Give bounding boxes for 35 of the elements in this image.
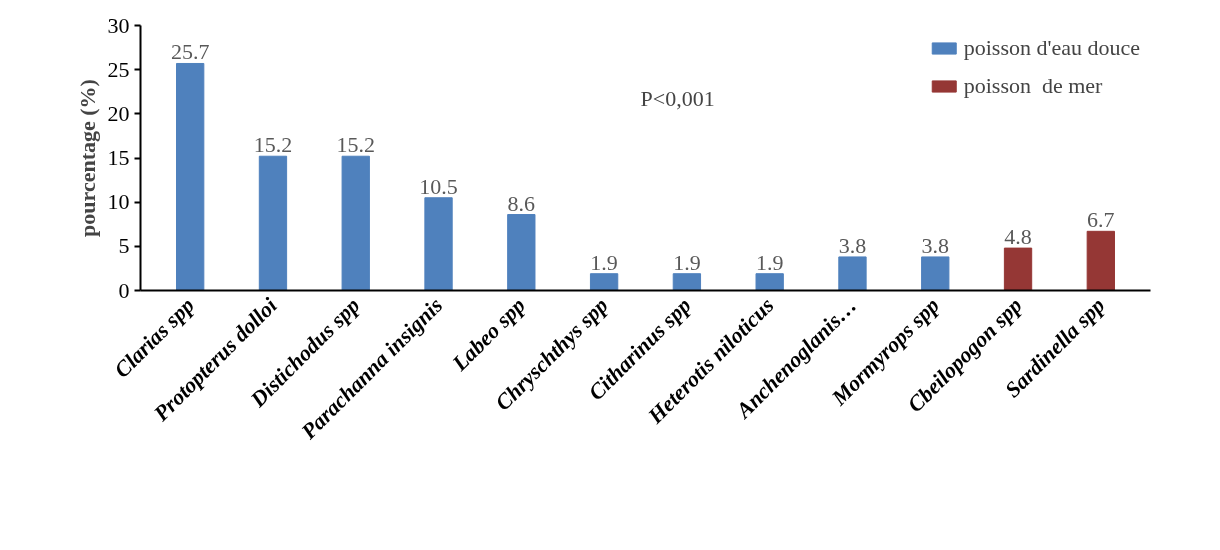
bar xyxy=(838,256,867,291)
bar xyxy=(176,62,205,291)
data-label: 3.8 xyxy=(921,232,949,258)
data-label: 15.2 xyxy=(336,132,375,158)
annotation: P<0,001 xyxy=(640,85,715,111)
data-label: 4.8 xyxy=(1004,224,1032,250)
bar xyxy=(341,155,370,291)
bar xyxy=(589,273,619,291)
y-tick-label: 10 xyxy=(107,189,130,215)
data-label: 1.9 xyxy=(590,249,618,275)
data-label: 10.5 xyxy=(419,173,458,199)
y-axis-title: pourcentage (%) xyxy=(74,79,100,237)
bar xyxy=(672,273,702,291)
legend-label: poisson d'eau douce xyxy=(963,35,1140,61)
bar xyxy=(1003,247,1033,291)
y-tick-label: 20 xyxy=(107,100,130,126)
bar xyxy=(424,197,453,291)
y-tick-label: 5 xyxy=(118,233,130,259)
bar xyxy=(1086,230,1115,291)
bar xyxy=(921,256,950,291)
y-tick-label: 30 xyxy=(107,12,130,38)
data-label: 1.9 xyxy=(755,249,784,275)
legend-label: poisson de mer xyxy=(963,73,1103,99)
y-tick-label: 0 xyxy=(118,277,130,303)
data-label: 8.6 xyxy=(507,190,536,216)
bar xyxy=(507,214,536,291)
data-label: 25.7 xyxy=(170,39,210,65)
y-tick-label: 15 xyxy=(107,145,130,170)
data-label: 15.2 xyxy=(253,132,293,158)
bar xyxy=(755,273,784,291)
y-tick-label: 25 xyxy=(107,56,130,82)
data-label: 3.8 xyxy=(838,232,867,258)
data-label: 1.9 xyxy=(673,249,701,275)
data-label: 6.7 xyxy=(1087,207,1115,233)
bar xyxy=(258,155,288,291)
